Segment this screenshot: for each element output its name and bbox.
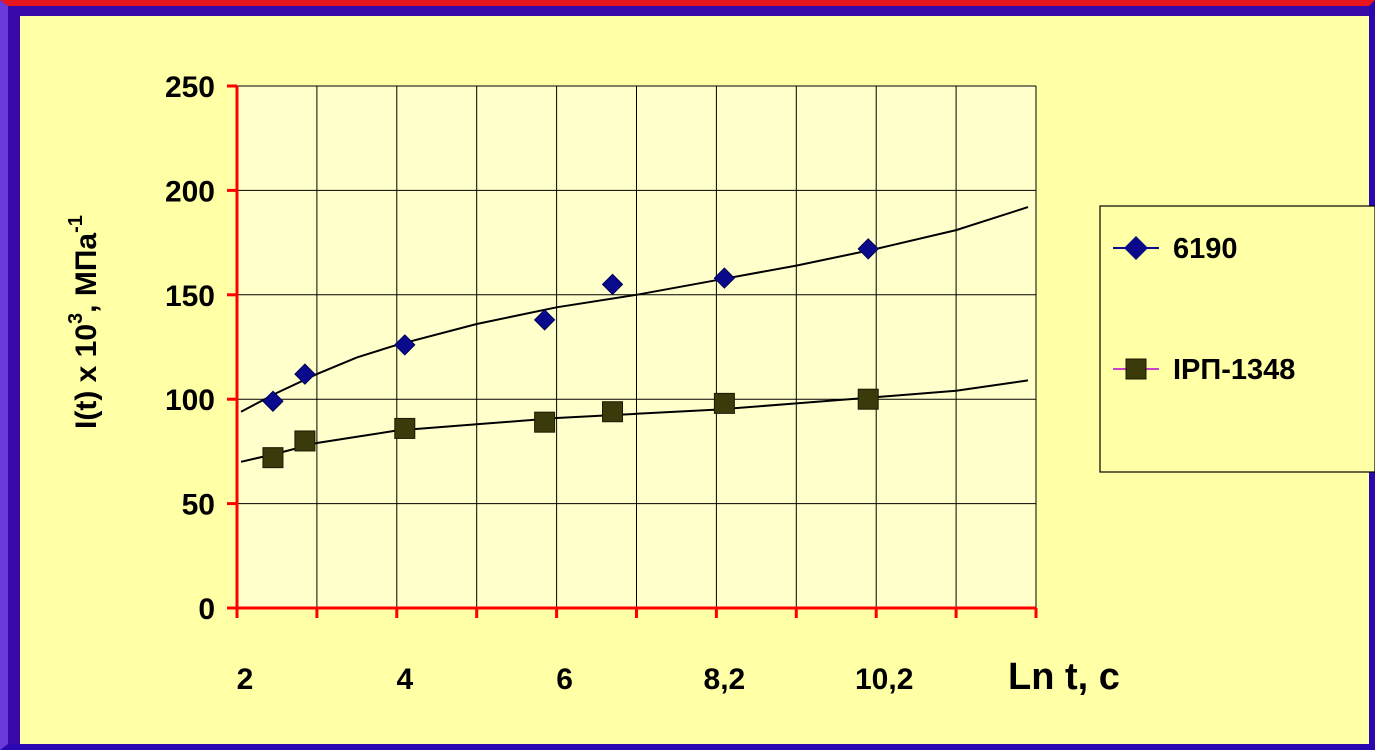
data-point-6190 [533,309,556,331]
data-point-6190 [601,273,624,296]
data-point-irp-1348 [602,401,624,423]
data-point-6190 [713,267,736,289]
data-point-irp-1348 [394,417,416,439]
data-point-6190 [857,238,879,260]
legend-square-icon [1125,358,1147,380]
legend-item-irp-1348: ІРП-1348 [1113,354,1295,386]
y-tick-label: 0 [198,593,215,626]
y-tick-label: 200 [165,175,215,208]
legend-label-irp-1348: ІРП-1348 [1173,354,1295,386]
x-tick-label: 8,2 [704,663,746,696]
chart: 0 50 100 150 200 250 2 4 6 8,2 10,2 Ln t, c I(t) … [65,71,1375,698]
legend-item-6190: 6190 [1113,233,1238,265]
chart-panel: 0 50 100 150 200 250 2 4 6 8,2 10,2 Ln t, c I(t) … [20,16,1375,744]
y-tick-label: 150 [165,280,215,313]
data-point-irp-1348 [857,388,879,410]
x-tick-label: 4 [396,663,413,696]
data-point-irp-1348 [262,447,284,469]
data-point-6190 [262,390,284,412]
x-tick-label: 10,2 [855,663,913,696]
x-axis-title: Ln t, c [1008,656,1120,698]
data-point-irp-1348 [294,430,316,452]
data-points [262,238,879,469]
y-axis-title-main: I(t) x 10 [70,324,103,429]
y-tick-labels: 0 50 100 150 200 250 [165,71,215,626]
y-tick-label: 250 [165,71,215,104]
x-tick-label: 6 [556,663,573,696]
y-axis-title-sup: 3 [65,313,87,324]
y-tick-label: 100 [165,384,215,417]
y-axis-title-unit: , МПа [70,233,103,313]
grid-lines [237,85,1037,608]
y-tick-label: 50 [182,489,215,522]
svg-text:I(t) x 103, МПа-1: I(t) x 103, МПа-1 [65,215,103,429]
legend-label-6190: 6190 [1173,233,1238,265]
legend: 6190 ІРП-1348 [1099,205,1375,473]
data-point-6190 [294,363,316,385]
data-point-irp-1348 [713,392,735,414]
data-point-irp-1348 [534,411,556,433]
y-axis-title-unit-sup: -1 [65,215,87,233]
axes [227,84,1038,618]
x-tick-label: 2 [237,663,254,696]
legend-diamond-icon [1124,236,1148,260]
legend-box [1099,205,1375,473]
data-point-6190 [394,334,416,356]
x-tick-labels: 2 4 6 8,2 10,2 [237,663,914,696]
y-axis-title: I(t) x 103, МПа-1 [65,215,103,429]
